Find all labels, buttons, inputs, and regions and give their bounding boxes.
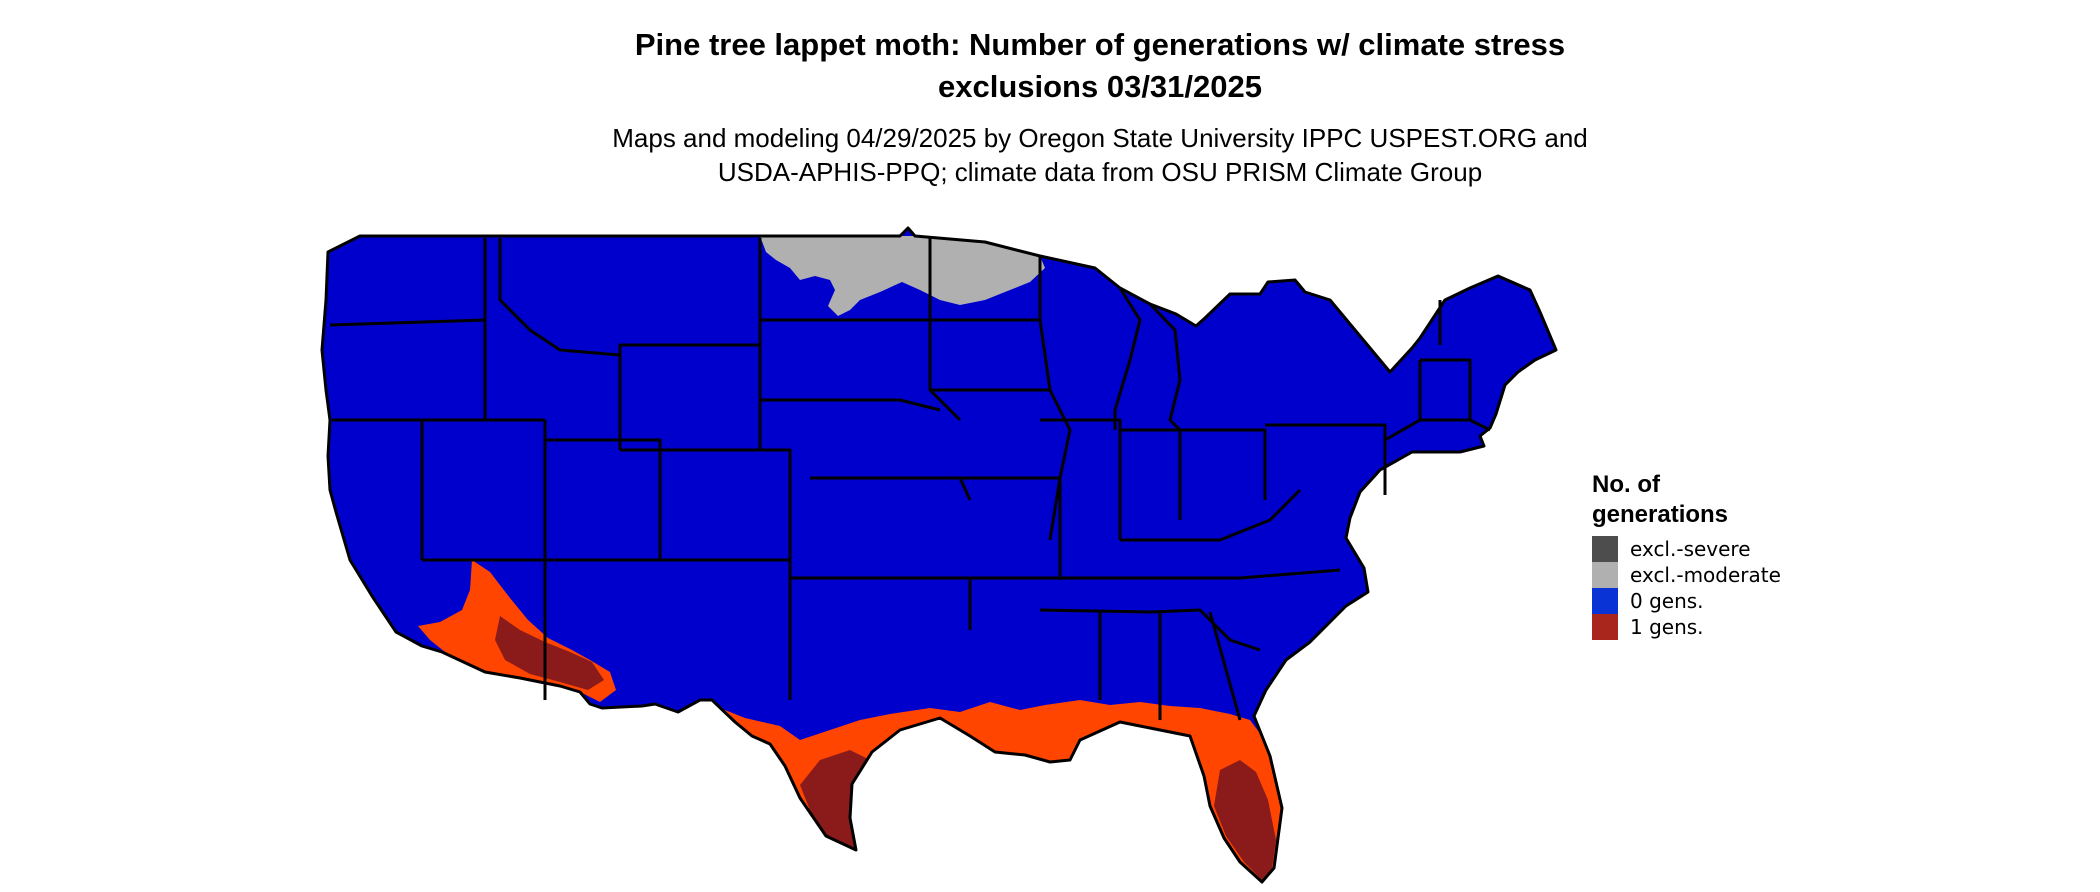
legend-label-0-gens: 0 gens. [1630, 589, 1704, 613]
state-borders [320, 226, 1558, 884]
west-coast-state-lines [329, 238, 792, 700]
map-subtitle-line-1: Maps and modeling 04/29/2025 by Oregon S… [612, 123, 1588, 153]
map-title-line-2: exclusions 03/31/2025 [937, 69, 1262, 104]
conus-outline [320, 226, 1558, 884]
legend-item-excl-moderate: excl.-moderate [1592, 562, 1781, 588]
legend-label-excl-severe: excl.-severe [1630, 537, 1751, 561]
map-subtitle: Maps and modeling 04/29/2025 by Oregon S… [330, 121, 1870, 189]
legend-item-excl-severe: excl.-severe [1592, 536, 1781, 562]
excl-moderate-region [760, 236, 1045, 316]
legend-title: No. of generations [1592, 470, 1781, 530]
legend-title-line-2: generations [1592, 501, 1729, 528]
map-title: Pine tree lappet moth: Number of generat… [330, 24, 1870, 108]
legend-label-excl-moderate: excl.-moderate [1630, 563, 1781, 587]
one-generation-texas-dark [800, 750, 870, 850]
legend-swatch-excl-severe [1592, 536, 1618, 562]
legend-swatch-0-gens [1592, 588, 1618, 614]
map-legend: No. of generations excl.-severe excl.-mo… [1592, 470, 1781, 640]
midwest-state-lines [930, 256, 1122, 580]
legend-item-0-gens: 0 gens. [1592, 588, 1781, 614]
legend-label-1-gens: 1 gens. [1630, 615, 1704, 639]
mountain-state-lines [498, 238, 762, 452]
lake-michigan-shore [1113, 287, 1182, 432]
legend-title-line-1: No. of [1592, 471, 1660, 498]
map-title-line-1: Pine tree lappet moth: Number of generat… [634, 27, 1566, 62]
map-subtitle-line-2: USDA-APHIS-PPQ; climate data from OSU PR… [717, 157, 1483, 187]
legend-swatch-1-gens [1592, 614, 1618, 640]
northeast-state-lines [1384, 300, 1491, 442]
legend-item-1-gens: 1 gens. [1592, 614, 1781, 640]
one-generation-florida-dark [1214, 760, 1276, 880]
one-generation-southwest-dark [495, 616, 604, 690]
legend-swatch-excl-moderate [1592, 562, 1618, 588]
